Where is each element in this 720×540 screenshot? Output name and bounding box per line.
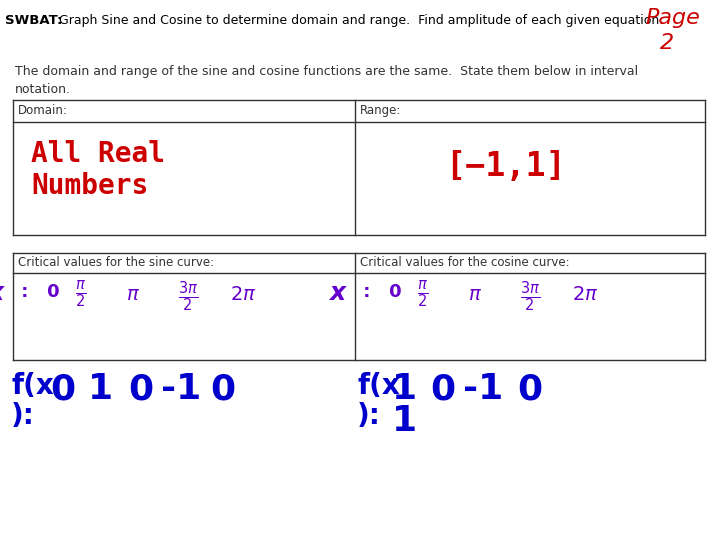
- Text: $\frac{\pi}{2}$: $\frac{\pi}{2}$: [418, 279, 428, 310]
- Text: $2\pi$: $2\pi$: [572, 285, 598, 304]
- Text: $\frac{3\pi}{2}$: $\frac{3\pi}{2}$: [520, 279, 540, 314]
- Text: ):: ):: [357, 402, 381, 430]
- Text: -1: -1: [161, 372, 201, 406]
- Text: $2\pi$: $2\pi$: [230, 285, 256, 304]
- Text: ):: ):: [11, 402, 35, 430]
- Text: 0: 0: [50, 372, 76, 406]
- Text: 1: 1: [392, 372, 418, 406]
- Text: f(x: f(x: [357, 372, 400, 400]
- Text: Graph Sine and Cosine to determine domain and range.  Find amplitude of each giv: Graph Sine and Cosine to determine domai…: [55, 14, 663, 27]
- Text: $\pi$: $\pi$: [126, 285, 140, 304]
- Text: All Real: All Real: [31, 140, 165, 168]
- Text: Critical values for the sine curve:: Critical values for the sine curve:: [18, 256, 214, 269]
- Text: notation.: notation.: [15, 83, 71, 96]
- Text: x: x: [329, 281, 345, 305]
- Text: 0: 0: [431, 372, 456, 406]
- Text: Numbers: Numbers: [31, 172, 148, 200]
- Text: Critical values for the cosine curve:: Critical values for the cosine curve:: [360, 256, 570, 269]
- Text: Page: Page: [645, 8, 700, 28]
- Text: The domain and range of the sine and cosine functions are the same.  State them : The domain and range of the sine and cos…: [15, 65, 638, 78]
- Text: :   0: : 0: [15, 283, 60, 301]
- Text: 1: 1: [392, 404, 418, 438]
- Text: 0: 0: [518, 372, 543, 406]
- Text: x: x: [0, 281, 3, 305]
- Text: SWBAT:: SWBAT:: [5, 14, 63, 27]
- Text: Range:: Range:: [360, 104, 401, 117]
- Text: 0: 0: [210, 372, 235, 406]
- Text: :   0: : 0: [357, 283, 402, 301]
- Text: 1: 1: [89, 372, 114, 406]
- Text: $\pi$: $\pi$: [468, 285, 482, 304]
- Text: Domain:: Domain:: [18, 104, 68, 117]
- Text: f(x: f(x: [11, 372, 54, 400]
- Text: -1: -1: [463, 372, 503, 406]
- Text: $\frac{3\pi}{2}$: $\frac{3\pi}{2}$: [178, 279, 198, 314]
- Text: 0: 0: [128, 372, 153, 406]
- Text: 2: 2: [660, 33, 674, 53]
- Text: [−1,1]: [−1,1]: [445, 150, 566, 183]
- Text: $\frac{\pi}{2}$: $\frac{\pi}{2}$: [76, 279, 86, 310]
